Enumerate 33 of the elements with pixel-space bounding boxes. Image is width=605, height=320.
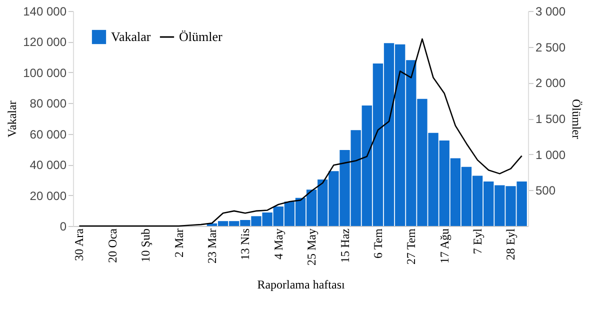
x-tick-label: 10 Şub xyxy=(138,228,153,262)
x-tick-label: 6 Tem xyxy=(370,228,385,258)
x-tick-label: 2 Mar xyxy=(172,228,186,258)
y-tick-label: 80 000 xyxy=(30,96,67,111)
y-tick-label: 20 000 xyxy=(30,188,67,203)
x-axis-title: Raporlama haftası xyxy=(257,277,346,292)
y-tick-label: 40 000 xyxy=(30,158,67,172)
x-tick-label: 28 Eyl xyxy=(504,228,518,260)
x-tick-label: 13 Nis xyxy=(238,228,252,260)
y2-axis-title: Ölümler xyxy=(570,99,584,139)
x-tick-label: 25 May xyxy=(304,228,319,266)
y2-tick-label: 2 500 xyxy=(536,40,566,54)
y-tick-label: 0 xyxy=(60,220,67,234)
x-tick-label: 7 Eyl xyxy=(470,228,485,254)
y-tick-label: 100 000 xyxy=(23,66,67,80)
y-tick-label: 60 000 xyxy=(30,127,67,142)
x-tick-label: 23 Mar xyxy=(204,228,219,264)
legend-label: Ölümler xyxy=(179,29,223,44)
legend-label: Vakalar xyxy=(111,29,152,44)
x-tick-label: 17 Ağu xyxy=(437,228,452,264)
y-tick-label: 140 000 xyxy=(23,4,67,18)
x-tick-label: 20 Oca xyxy=(105,228,120,263)
x-tick-label: 30 Ara xyxy=(72,228,86,261)
y-axis-title: Vakalar xyxy=(5,100,20,138)
y2-tick-label: 1 500 xyxy=(536,112,566,126)
y2-tick-label: 500 xyxy=(536,184,556,198)
x-tick-label: 15 Haz xyxy=(338,228,352,263)
x-tick-label: 27 Tem xyxy=(404,228,418,264)
x-tick-label: 4 May xyxy=(271,228,286,260)
y-tick-label: 120 000 xyxy=(23,35,67,50)
y2-tick-label: 2 000 xyxy=(536,76,566,90)
y2-tick-label: 3 000 xyxy=(536,4,566,18)
y2-tick-label: 1 000 xyxy=(536,148,566,162)
